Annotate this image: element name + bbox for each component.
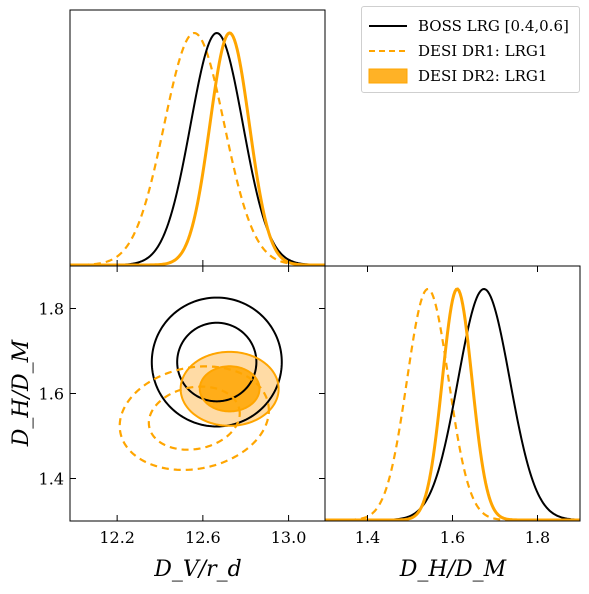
legend-dashed-line-swatch — [369, 50, 407, 52]
frame-dv-marginal — [69, 9, 326, 267]
x-axis-label-left: D_V/r_d — [153, 557, 242, 582]
axis-ticks — [70, 260, 538, 521]
x-axis-label-right: D_H/D_M — [399, 557, 507, 582]
contour-line-68-series-0 — [176, 321, 258, 403]
tick-label: 1.4 — [355, 528, 380, 547]
legend-solid-line-swatch — [369, 25, 407, 27]
dv-marginal-curves — [70, 31, 325, 266]
dhdm-marginal-series-0 — [325, 288, 580, 521]
joint-contours — [118, 296, 283, 472]
contour-line-68-series-2 — [198, 365, 261, 413]
legend-label: BOSS LRG [0.4,0.6] — [418, 17, 569, 35]
legend-item-boss: BOSS LRG [0.4,0.6] — [368, 15, 569, 37]
legend-label: DESI DR2: LRG1 — [418, 67, 548, 85]
tick-label: 12.2 — [99, 528, 135, 547]
tick-label: 12.6 — [185, 528, 221, 547]
tick-labels: 12.2 12.6 13.0 1.4 1.6 1.8 1.4 1.6 1.8 — [39, 300, 551, 548]
legend-item-desi-dr1: DESI DR1: LRG1 — [368, 40, 547, 62]
dv-marginal-series-0 — [70, 31, 325, 266]
tick-label: 13.0 — [271, 528, 307, 547]
legend: BOSS LRG [0.4,0.6] DESI DR1: LRG1 DESI D… — [361, 6, 580, 93]
tick-label: 1.6 — [39, 385, 64, 404]
legend-item-desi-dr2: DESI DR2: LRG1 — [368, 65, 547, 87]
y-axis-label: D_H/D_M — [9, 339, 34, 447]
dv-marginal-series-2 — [70, 31, 325, 266]
tick-label: 1.8 — [525, 528, 550, 547]
dhdm-marginal-curves — [325, 287, 580, 521]
legend-label: DESI DR1: LRG1 — [418, 42, 548, 60]
tick-label: 1.8 — [39, 300, 64, 319]
contour-line-95-series-2 — [179, 350, 280, 427]
tick-label: 1.6 — [440, 528, 465, 547]
dv-marginal-series-1 — [70, 31, 325, 266]
tick-label: 1.4 — [39, 470, 64, 489]
legend-filled-patch-swatch — [368, 68, 408, 84]
contour-fill-68-desi-dr2 — [199, 366, 260, 412]
contour-line-95-series-0 — [150, 296, 283, 428]
contour-line-68-series-1 — [147, 385, 241, 451]
